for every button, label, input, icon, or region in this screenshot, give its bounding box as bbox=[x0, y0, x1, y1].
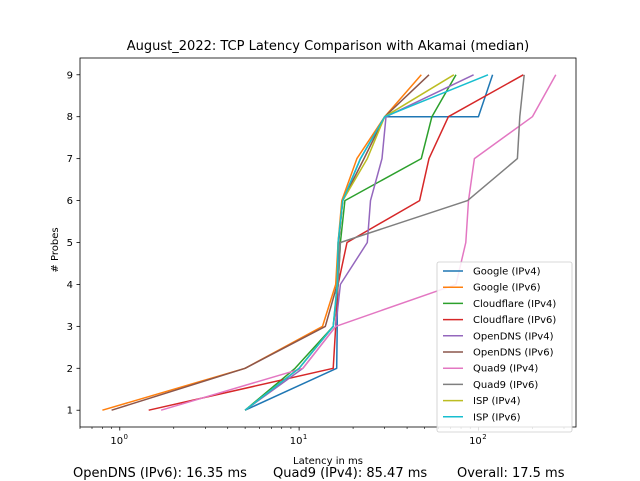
x-tick-exponent: 0 bbox=[124, 433, 128, 441]
series-line-cloudflare-ipv4 bbox=[244, 74, 457, 411]
y-tick-label: 3 bbox=[67, 322, 73, 333]
footer-stat-quad9-ipv4: Quad9 (IPv4): 85.47 ms bbox=[273, 466, 428, 481]
y-tick-label: 1 bbox=[67, 406, 73, 417]
legend-box bbox=[436, 261, 573, 433]
x-tick-exponent: 2 bbox=[482, 433, 486, 441]
legend-label: Google (IPv6) bbox=[473, 283, 541, 294]
y-tick-label: 5 bbox=[67, 238, 73, 249]
legend-label: Google (IPv4) bbox=[473, 267, 541, 278]
x-tick-label: 10 bbox=[290, 436, 303, 447]
legend-label: Cloudflare (IPv4) bbox=[473, 299, 556, 310]
legend-label: Quad9 (IPv4) bbox=[473, 364, 538, 375]
legend-label: Cloudflare (IPv6) bbox=[473, 315, 556, 326]
footer-stat-overall: Overall: 17.5 ms bbox=[457, 466, 565, 481]
x-tick-exponent: 1 bbox=[303, 433, 307, 441]
x-axis-label: Latency in ms bbox=[293, 456, 363, 467]
y-tick-label: 9 bbox=[67, 70, 73, 81]
legend-label: ISP (IPv4) bbox=[473, 396, 521, 407]
series-line-quad9-ipv4 bbox=[160, 74, 557, 411]
y-axis-label: # Probes bbox=[50, 227, 61, 272]
x-tick-label: 10 bbox=[110, 436, 123, 447]
y-tick-label: 6 bbox=[67, 196, 73, 207]
x-tick-label: 10 bbox=[469, 436, 482, 447]
footer-stat-opendns-ipv6: OpenDNS (IPv6): 16.35 ms bbox=[73, 466, 247, 481]
legend-label: OpenDNS (IPv6) bbox=[473, 348, 554, 359]
chart-title: August_2022: TCP Latency Comparison with… bbox=[127, 39, 529, 54]
legend-label: Quad9 (IPv6) bbox=[473, 380, 538, 391]
series-line-cloudflare-ipv6 bbox=[148, 74, 524, 411]
y-tick-label: 7 bbox=[67, 154, 73, 165]
legend-label: ISP (IPv6) bbox=[473, 412, 521, 423]
y-tick-label: 4 bbox=[67, 280, 73, 291]
legend-label: OpenDNS (IPv4) bbox=[473, 331, 554, 342]
series-line-isp-ipv4 bbox=[244, 74, 455, 411]
y-tick-label: 8 bbox=[67, 112, 73, 123]
y-tick-label: 2 bbox=[67, 364, 73, 375]
series-line-isp-ipv6 bbox=[244, 74, 489, 411]
legend: Google (IPv4) Google (IPv6) Cloudflare (IP… bbox=[436, 261, 573, 433]
